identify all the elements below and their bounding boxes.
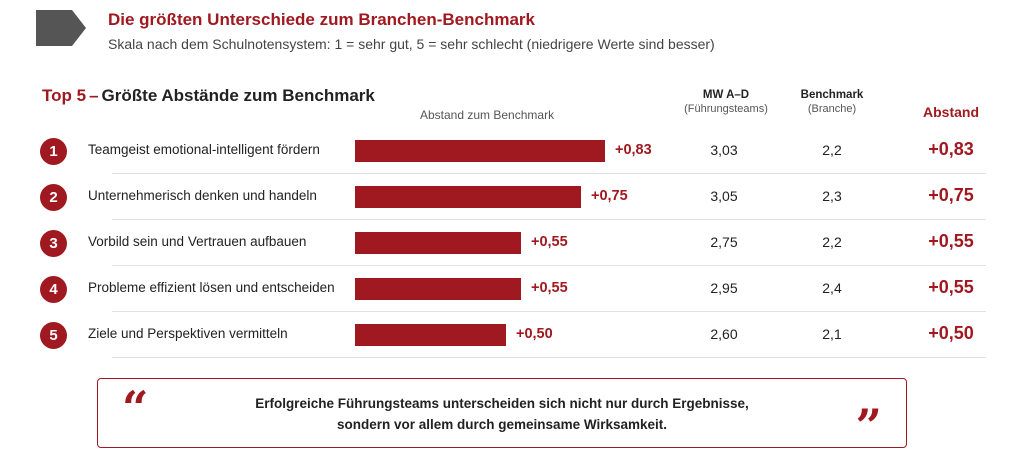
mw-column-title: MW A–D	[702, 89, 750, 101]
row-divider	[112, 357, 986, 358]
bar	[355, 278, 521, 300]
row-divider	[112, 311, 986, 312]
section-title-dash: –	[89, 86, 99, 105]
quote-close-icon: ”	[855, 399, 882, 453]
bar	[355, 232, 521, 254]
quote-box: “ Erfolgreiche Führungsteams unterscheid…	[97, 378, 907, 453]
bar-value-label: +0,50	[516, 326, 553, 342]
section-title: Top 5– Größte Abstände zum Benchmark	[42, 86, 375, 106]
diff-value: +0,55	[928, 277, 974, 297]
benchmark-column-title: Benchmark	[800, 89, 864, 101]
row-label: Vorbild sein und Vertrauen aufbauen	[88, 234, 307, 249]
bar-area: +0,75	[355, 174, 695, 220]
bar	[355, 140, 605, 162]
rank-badge: 1	[40, 138, 67, 165]
bar-value-label: +0,75	[591, 188, 628, 204]
diff-value: +0,83	[928, 139, 974, 159]
rank-badge: 3	[40, 230, 67, 257]
section-title-prefix: Top 5	[42, 86, 87, 105]
page-subtitle: Skala nach dem Schulnotensystem: 1 = seh…	[108, 36, 715, 52]
bar-value-label: +0,55	[531, 234, 568, 250]
section-title-rest: Größte Abstände zum Benchmark	[101, 86, 375, 105]
row-divider	[112, 265, 986, 266]
bar-column-header: Abstand zum Benchmark	[420, 108, 555, 122]
table-row: 1 Teamgeist emotional-intelligent fördern…	[36, 128, 988, 174]
benchmark-value: 2,1	[822, 326, 842, 342]
benchmark-value: 2,2	[822, 142, 842, 158]
bar-area: +0,50	[355, 312, 695, 358]
bar-value-label: +0,55	[531, 280, 568, 296]
quote-line-1: Erfolgreiche Führungsteams unterscheiden…	[255, 396, 749, 411]
mw-value: 3,05	[710, 188, 738, 204]
bar	[355, 186, 581, 208]
diff-value: +0,75	[928, 185, 974, 205]
bar	[355, 324, 506, 346]
row-divider	[112, 173, 986, 174]
diff-value: +0,50	[928, 323, 974, 343]
diff-value: +0,55	[928, 231, 974, 251]
row-label: Ziele und Perspektiven vermitteln	[88, 326, 288, 341]
benchmark-column-header: Benchmark (Branche)	[782, 88, 882, 116]
benchmark-value: 2,4	[822, 280, 842, 296]
mw-value: 2,95	[710, 280, 738, 296]
rank-badge: 2	[40, 184, 67, 211]
row-label: Unternehmerisch denken und handeln	[88, 188, 317, 203]
row-label: Probleme effizient lösen und entscheiden	[88, 280, 335, 295]
bar-area: +0,83	[355, 128, 695, 174]
mw-column-header: MW A–D (Führungsteams)	[676, 88, 776, 116]
quote-open-icon: “	[122, 381, 149, 435]
quote-text: Erfolgreiche Führungsteams unterscheiden…	[98, 393, 906, 435]
mw-value: 3,03	[710, 142, 738, 158]
page-title: Die größten Unterschiede zum Branchen-Be…	[108, 10, 535, 29]
table-row: 3 Vorbild sein und Vertrauen aufbauen +0,5…	[36, 220, 988, 266]
benchmark-value: 2,2	[822, 234, 842, 250]
mw-value: 2,60	[710, 326, 738, 342]
benchmark-column-subtitle: (Branche)	[807, 103, 857, 115]
row-label: Teamgeist emotional-intelligent fördern	[88, 142, 320, 157]
table-row: 4 Probleme effizient lösen und entscheide…	[36, 266, 988, 312]
rank-badge: 4	[40, 276, 67, 303]
mw-column-subtitle: (Führungsteams)	[684, 103, 768, 115]
row-divider	[112, 219, 986, 220]
table-row: 5 Ziele und Perspektiven vermitteln +0,50 2…	[36, 312, 988, 358]
mw-value: 2,75	[710, 234, 738, 250]
bar-value-label: +0,83	[615, 142, 652, 158]
diff-column-header: Abstand	[923, 104, 979, 120]
header-arrow-shape	[36, 10, 86, 46]
bar-area: +0,55	[355, 220, 695, 266]
bar-area: +0,55	[355, 266, 695, 312]
quote-line-2: sondern vor allem durch gemeinsame Wirks…	[337, 417, 667, 432]
benchmark-value: 2,3	[822, 188, 842, 204]
table-row: 2 Unternehmerisch denken und handeln +0,75…	[36, 174, 988, 220]
rank-badge: 5	[40, 322, 67, 349]
